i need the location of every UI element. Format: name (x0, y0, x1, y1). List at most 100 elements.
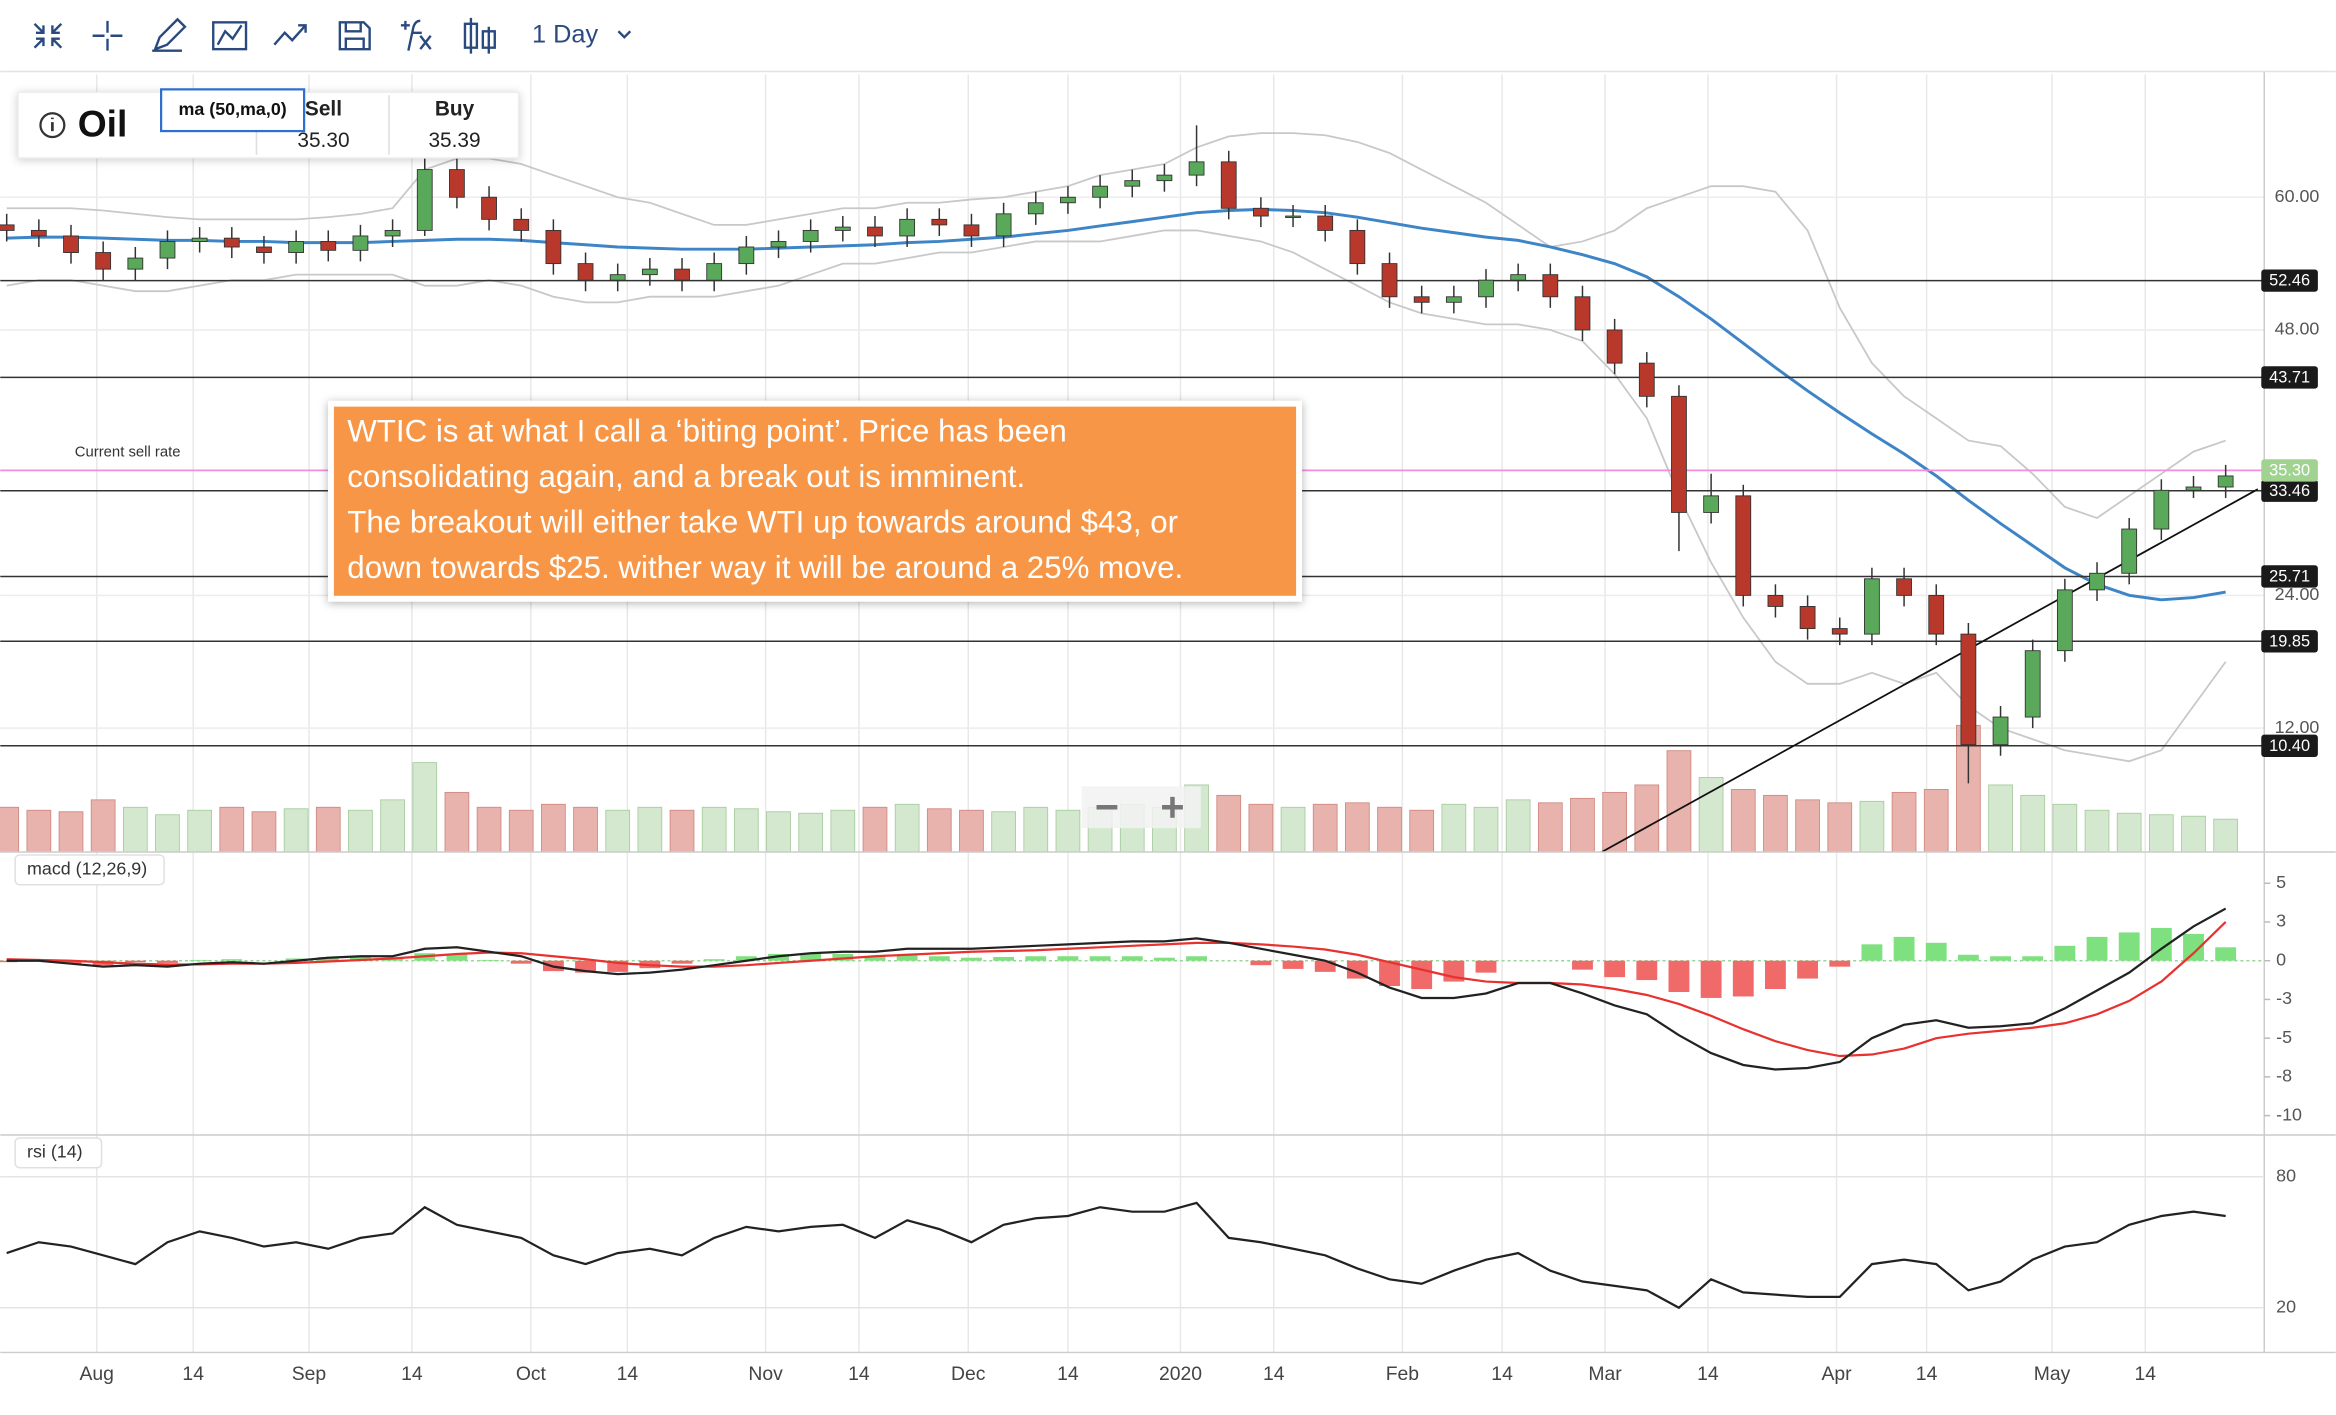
moving-average (6, 207, 2226, 602)
volume-bar (444, 791, 470, 853)
save-icon[interactable] (338, 21, 371, 51)
x-tick-label: Sep (292, 1363, 326, 1385)
macd-histogram-bar (864, 956, 886, 961)
rsi-tick-label: 20 (2276, 1296, 2296, 1316)
trendline (1601, 488, 2259, 853)
info-icon[interactable] (39, 112, 66, 139)
x-tick-label: Oct (516, 1363, 547, 1385)
level-tag (2261, 269, 2318, 292)
macd-line (6, 907, 2227, 1071)
macd-tick-label: 3 (2276, 911, 2286, 931)
candle-body (963, 224, 980, 237)
current-rate-name: Current sell rate (75, 444, 181, 460)
candle-body (1478, 279, 1494, 298)
macd-histogram-bar (1604, 960, 1626, 978)
level-tag (2261, 366, 2318, 389)
macd-histogram-bar (1379, 960, 1400, 987)
macd-histogram-bar (1475, 960, 1497, 973)
volume-bar (2181, 815, 2206, 853)
volume-bar (0, 806, 20, 853)
x-tick-label: 2020 (1159, 1363, 1202, 1385)
x-tick-label: Feb (1386, 1363, 1419, 1385)
interval-selector[interactable]: 1 Day (532, 20, 598, 48)
candle-body (127, 257, 144, 270)
candle-body (2056, 589, 2073, 652)
candle-body (1092, 185, 1108, 198)
macd-histogram-bar (1893, 936, 1915, 961)
macd-histogram-bar (1025, 956, 1047, 961)
volume-bar (2052, 803, 2078, 853)
candle-body (1831, 628, 1848, 635)
zoom-in[interactable] (1162, 796, 1183, 818)
rsi-line (6, 1201, 2226, 1310)
candle-body (449, 169, 465, 198)
volume-bar (1473, 806, 1499, 853)
candle-body (834, 226, 851, 231)
macd-tick-label: -10 (2276, 1104, 2302, 1124)
collapse-icon[interactable] (33, 22, 63, 49)
level-label: 10.40 (2269, 737, 2310, 755)
sell-price[interactable]: 35.30 (297, 129, 349, 152)
level-tag (2261, 630, 2318, 653)
function-icon[interactable] (400, 19, 432, 51)
volume-bar (1537, 802, 1563, 853)
macd-histogram-bar (1121, 956, 1143, 961)
macd-histogram-bar (1829, 960, 1851, 967)
candle-body (1928, 594, 1945, 635)
volume-bar (1345, 802, 1370, 853)
x-tick-label: 14 (401, 1363, 423, 1385)
volume-bar (541, 803, 566, 853)
volume-bar (2148, 814, 2174, 853)
volume-bar (605, 809, 631, 853)
crosshair-icon[interactable] (92, 20, 123, 51)
candle-body (1381, 263, 1398, 298)
macd-histogram-bar (1700, 960, 1722, 998)
annotation: WTIC is at what I call a ‘biting point’.… (327, 400, 1303, 602)
candle-body (352, 235, 369, 251)
x-tick-label: Dec (951, 1363, 986, 1385)
candle-body (1671, 395, 1687, 513)
volume-bar (701, 806, 727, 853)
macd-histogram-bar (2086, 936, 2108, 961)
volume-bar (1570, 797, 1595, 853)
volume-bar (251, 811, 277, 853)
level-tag (2261, 479, 2318, 502)
volume-bar (187, 809, 213, 853)
macd-histogram-bar (1089, 956, 1111, 961)
candle-body (159, 241, 176, 259)
rsi-name-box (14, 1137, 103, 1169)
macd-histogram-bar (221, 959, 243, 961)
volume-bar (1055, 809, 1081, 853)
volume-bar (1730, 788, 1756, 853)
macd-histogram-bar (735, 956, 757, 961)
volume-bar (1312, 803, 1338, 853)
macd-histogram-bar (1411, 960, 1433, 990)
macd-histogram-bar (1797, 960, 1819, 979)
volume-bar (1505, 799, 1531, 853)
macd-histogram-bar (961, 957, 982, 961)
volume-bar (2084, 809, 2110, 853)
volume-bar (315, 806, 341, 853)
macd-histogram-bar (1572, 960, 1593, 970)
volume-bar (959, 809, 984, 853)
candle-icon[interactable] (463, 17, 496, 54)
draw-icon[interactable] (152, 17, 187, 52)
buy-price[interactable]: 35.39 (428, 129, 480, 152)
volume-bar (830, 809, 856, 853)
volume-bar (669, 809, 695, 853)
volume-bar (1409, 809, 1435, 853)
annotation-line: down towards $25. wither way it will be … (347, 550, 1183, 585)
volume-bar (1280, 806, 1306, 853)
volume-bar (766, 811, 791, 853)
candle-body (1703, 495, 1720, 513)
candle-body (1188, 161, 1205, 176)
macd-tick-label: 5 (2276, 872, 2286, 892)
volume-bar (1023, 806, 1049, 853)
trend-icon[interactable] (273, 24, 307, 46)
macd-histogram-bar (1990, 956, 2011, 961)
dropdown-chevron[interactable] (617, 30, 632, 39)
volume-bar (2213, 818, 2239, 853)
annotation-line: consolidating again, and a break out is … (347, 459, 1025, 494)
candle-body (899, 218, 916, 237)
indicator-icon[interactable] (212, 21, 248, 51)
